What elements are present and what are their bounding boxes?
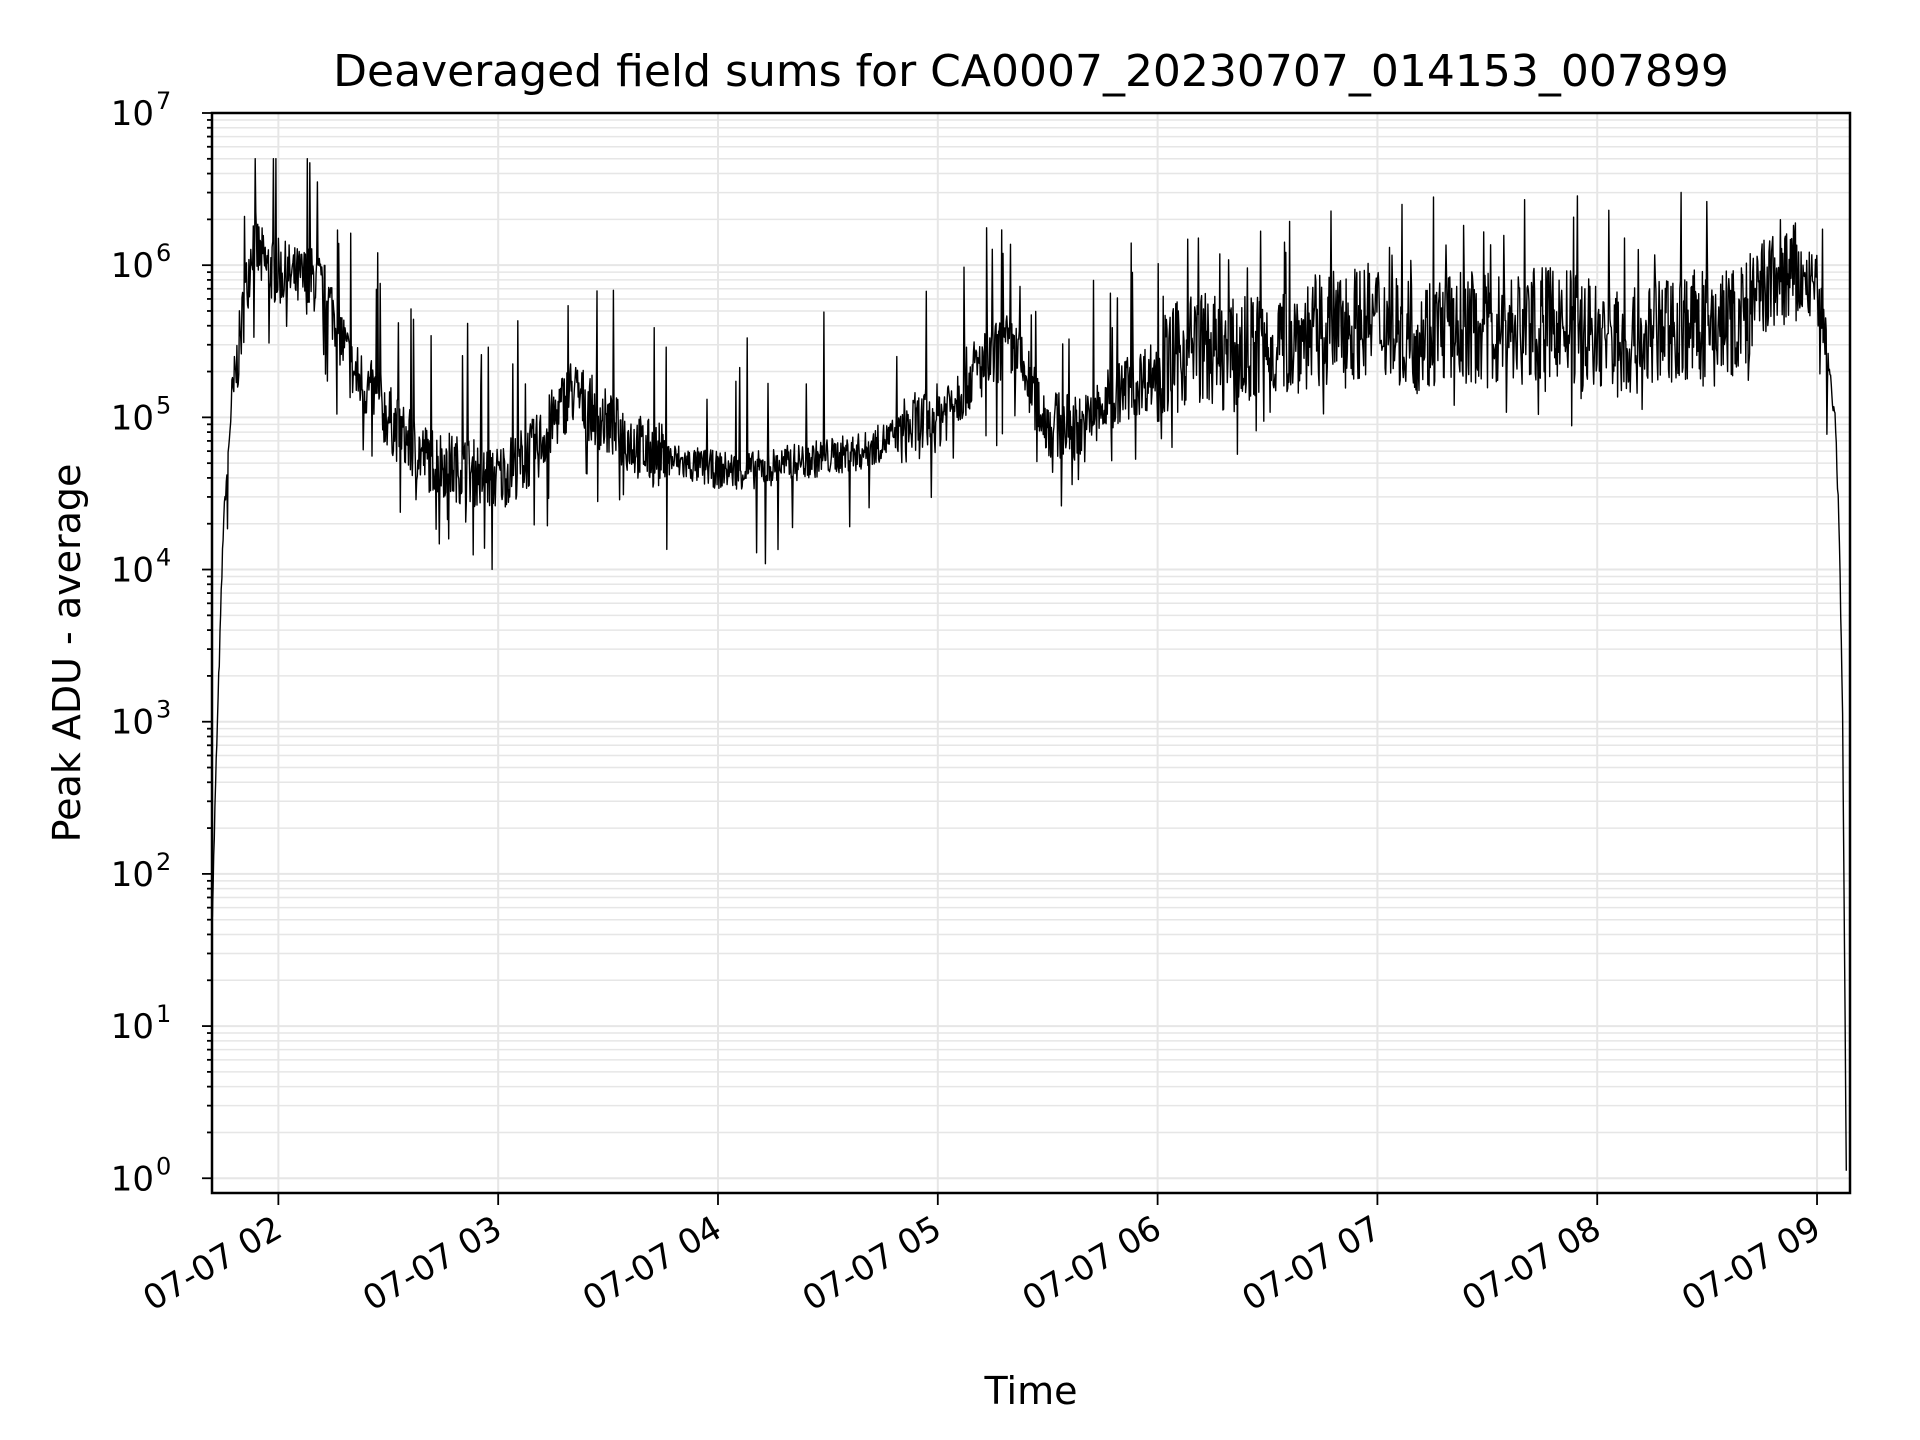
y-tick-label: 10 [111,94,154,134]
y-tick-exponent: 4 [156,544,171,572]
y-axis-label: Peak ADU - average [45,464,89,843]
y-tick-label: 10 [111,1159,154,1199]
y-tick-label: 10 [111,703,154,743]
ticks [202,112,1818,1205]
y-tick-exponent: 2 [156,848,171,876]
y-tick-exponent: 0 [156,1152,171,1180]
plot-frame [210,111,1852,1195]
x-axis-label: Time [984,1369,1078,1413]
chart-title: Deaveraged field sums for CA0007_2023070… [333,46,1729,97]
y-tick-exponent: 7 [156,87,171,115]
series-line [211,158,1847,1171]
y-tick-label: 10 [111,246,154,286]
y-tick-label: 10 [111,855,154,895]
data-line [211,158,1847,1171]
y-tick-exponent: 5 [156,391,171,419]
y-tick-label: 10 [111,1007,154,1047]
grid [212,113,1850,1193]
y-tick-label: 10 [111,551,154,591]
y-tick-exponent: 3 [156,696,171,724]
y-tick-exponent: 1 [156,1000,171,1028]
y-tick-exponent: 6 [156,239,171,267]
y-tick-label: 10 [111,398,154,438]
